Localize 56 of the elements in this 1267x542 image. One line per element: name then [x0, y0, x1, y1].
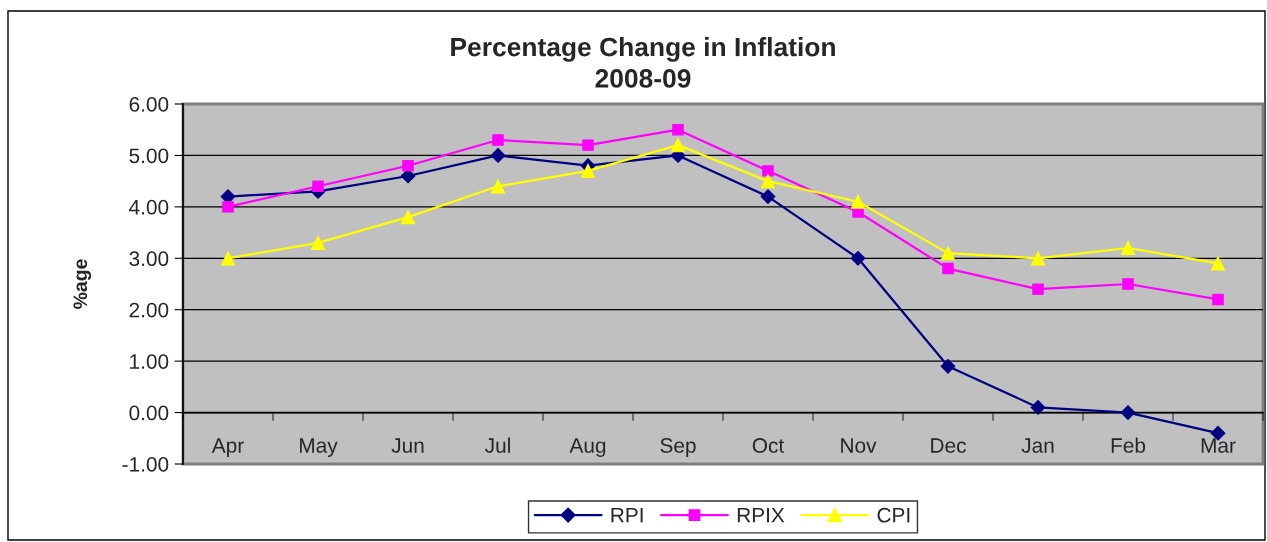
point [490, 179, 506, 194]
point [760, 189, 776, 204]
y-tick-label: 2.00 [129, 302, 169, 318]
x-tick-label: May [300, 438, 338, 457]
x-tick-label: Jan [1021, 438, 1054, 453]
x-tick-label: Feb [1111, 437, 1146, 453]
y-tick-label: 0.00 [129, 405, 169, 421]
point [760, 174, 776, 189]
point [400, 210, 416, 225]
point [312, 180, 324, 193]
y-tick-label: 6.00 [129, 97, 169, 112]
point [492, 134, 504, 146]
point [1120, 405, 1136, 420]
x-tick-label: Sep [660, 438, 696, 457]
point [222, 201, 234, 213]
y-tick-label: 5.00 [129, 148, 169, 164]
x-tick-label: Mar [1201, 438, 1236, 453]
x-tick-label: Aug [569, 438, 606, 457]
point [850, 194, 866, 209]
y-tick-label: -1.00 [122, 457, 169, 472]
y-axis-title: %age [73, 259, 92, 309]
point [402, 159, 414, 172]
point [670, 138, 686, 153]
point [1212, 293, 1224, 306]
point [850, 250, 866, 266]
point [1032, 283, 1044, 295]
point [762, 165, 774, 177]
y-tick-label: 1.00 [130, 354, 169, 369]
point [942, 262, 954, 275]
point [940, 358, 956, 374]
x-tick-label: Apr [211, 438, 244, 457]
point [220, 189, 236, 204]
point [1030, 251, 1046, 266]
legend-label: CPI [877, 507, 910, 523]
point [940, 246, 956, 261]
x-tick-label: Jul [485, 437, 510, 453]
x-tick-label: Oct [752, 438, 785, 453]
y-tick-label: 4.00 [129, 199, 169, 215]
point [1210, 256, 1226, 271]
legend-label: RPIX [737, 508, 785, 523]
point [220, 251, 236, 266]
legend-label: RPI [611, 508, 643, 523]
point [580, 163, 596, 178]
y-tick-label: 3.00 [129, 251, 169, 267]
x-tick-label: Jun [391, 438, 424, 453]
point [400, 168, 416, 184]
x-tick-label: Dec [931, 438, 966, 453]
point [1030, 400, 1046, 415]
point [582, 139, 594, 151]
x-tick-label: Nov [841, 438, 877, 453]
point [490, 148, 506, 163]
chart-title: Percentage Change in Inflation 2008-09 [451, 37, 835, 88]
point [672, 123, 684, 136]
point [310, 235, 326, 250]
point [1120, 240, 1136, 256]
point [1122, 278, 1134, 290]
